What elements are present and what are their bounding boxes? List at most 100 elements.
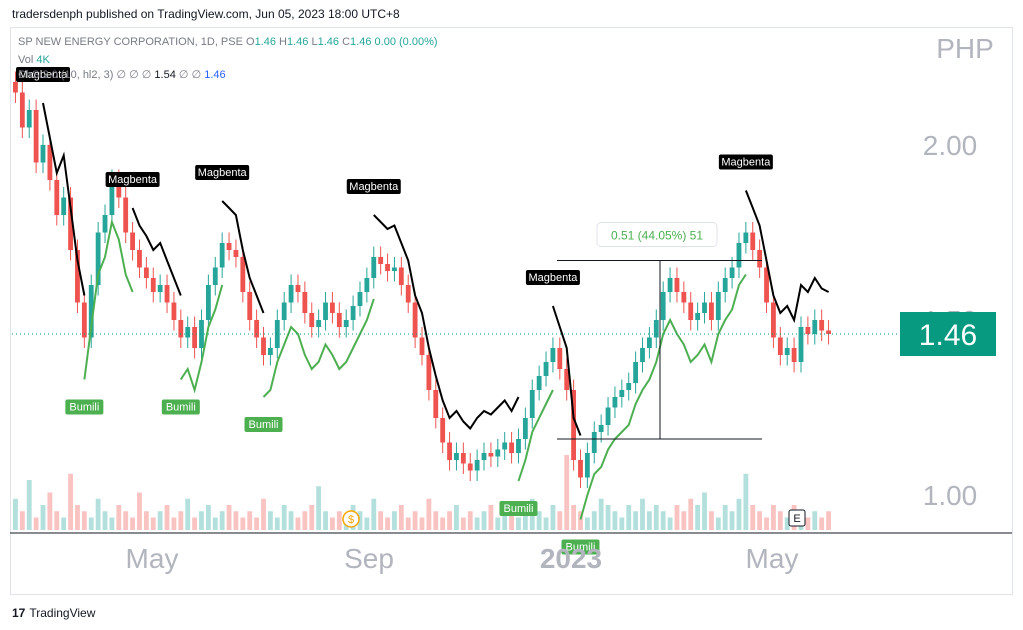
volume-bar <box>743 473 749 530</box>
candle-body <box>722 278 728 292</box>
buy-signal-label: Bumili <box>566 542 596 554</box>
volume-bar <box>81 511 87 530</box>
candle-body <box>571 390 577 460</box>
candle-body <box>709 302 714 320</box>
volume-bar <box>612 511 618 530</box>
candle-body <box>812 320 818 334</box>
volume-label: Vol <box>18 54 34 66</box>
chart-frame[interactable] <box>10 27 1013 595</box>
candle-body <box>192 327 198 348</box>
candle-body <box>598 425 604 432</box>
candle-body <box>784 348 790 355</box>
candle-body <box>199 320 204 348</box>
candle-body <box>364 278 370 292</box>
candle-body <box>102 215 108 233</box>
candle-body <box>164 285 170 303</box>
volume-bar <box>764 517 769 530</box>
buy-signal-badge <box>561 539 600 555</box>
supertrend-sell-line <box>131 207 182 296</box>
sell-signal-badge <box>16 67 71 82</box>
volume-bar <box>467 511 473 530</box>
candle-body <box>357 292 363 306</box>
volume-bar <box>784 517 790 530</box>
volume-bar <box>495 517 501 530</box>
candle-body <box>226 243 232 250</box>
volume-bar <box>667 517 673 530</box>
candle-body <box>261 337 266 355</box>
candle-body <box>316 320 322 327</box>
volume-bar <box>295 517 301 530</box>
candle-body <box>681 292 687 303</box>
candle-body <box>412 302 418 338</box>
candle-body <box>81 302 87 338</box>
candle-body <box>819 320 825 331</box>
volume-bar <box>447 511 452 530</box>
candle-body <box>771 302 776 338</box>
earnings-marker-label: E <box>793 513 800 525</box>
volume-bar <box>481 511 487 530</box>
volume-bar <box>419 517 425 530</box>
volume-bar <box>47 492 53 530</box>
volume-bar <box>640 498 645 530</box>
volume-value: 4K <box>36 54 50 66</box>
sell-signal-label: Magbenta <box>721 157 771 169</box>
volume-bar <box>178 511 184 530</box>
volume-bar <box>426 498 432 530</box>
buy-signal-label: Bumili <box>166 402 196 414</box>
candle-body <box>116 180 122 198</box>
volume-bar <box>557 511 563 530</box>
buy-signal-label: Bumili <box>249 419 279 431</box>
sell-signal-label: Magbenta <box>19 69 69 81</box>
buy-signal-label: Bumili <box>503 503 533 515</box>
candle-body <box>343 320 349 327</box>
candle-body <box>109 180 115 215</box>
candle-body <box>274 320 280 348</box>
indicator-value-4: 1.54 <box>154 69 176 81</box>
buy-signal-badge <box>161 399 200 415</box>
candle-body <box>433 390 439 418</box>
candle-body <box>660 292 666 320</box>
buy-signal-badge <box>244 417 283 432</box>
supertrend-sell-line <box>42 102 86 296</box>
candle-body <box>626 383 632 390</box>
volume-bar <box>267 511 273 530</box>
candle-body <box>68 197 73 250</box>
volume-bar <box>571 505 577 530</box>
candle-body <box>336 313 342 327</box>
tradingview-brand[interactable]: 17 TradingView <box>12 606 95 620</box>
indicator-value-3: ∅ <box>141 69 152 81</box>
candle-body <box>805 327 811 334</box>
time-tick-label: May <box>746 543 799 574</box>
sell-signal-label: Magbenta <box>349 181 399 193</box>
candle-body <box>447 442 452 460</box>
candle-body <box>777 337 783 355</box>
volume-bar <box>212 517 218 530</box>
candle-body <box>392 267 397 271</box>
indicator-value-1: ∅ <box>116 69 127 81</box>
volume-bar <box>116 505 122 530</box>
volume-bar <box>240 517 246 530</box>
volume-bar <box>826 511 831 530</box>
supertrend-sell-line <box>373 214 520 431</box>
high-value: 1.46 <box>287 36 309 48</box>
dividend-marker-icon <box>342 510 360 528</box>
candle-body <box>247 292 253 320</box>
volume-bar <box>199 511 204 530</box>
volume-bar <box>812 511 818 530</box>
volume-bar <box>61 517 67 530</box>
volume-bar <box>509 505 514 530</box>
tradingview-logo-icon: 17 <box>12 606 26 620</box>
earnings-marker-icon <box>788 509 806 527</box>
volume-bar <box>777 511 783 530</box>
dividend-marker-label: $ <box>348 514 354 526</box>
candle-body <box>646 337 652 348</box>
candle-body <box>19 92 25 128</box>
candle-body <box>440 418 446 443</box>
volume-bar <box>715 517 721 530</box>
sell-signal-badge <box>718 154 773 170</box>
volume-bar <box>440 517 446 530</box>
volume-bar <box>13 498 18 530</box>
volume-bar <box>130 517 135 530</box>
candle-body <box>619 390 625 397</box>
